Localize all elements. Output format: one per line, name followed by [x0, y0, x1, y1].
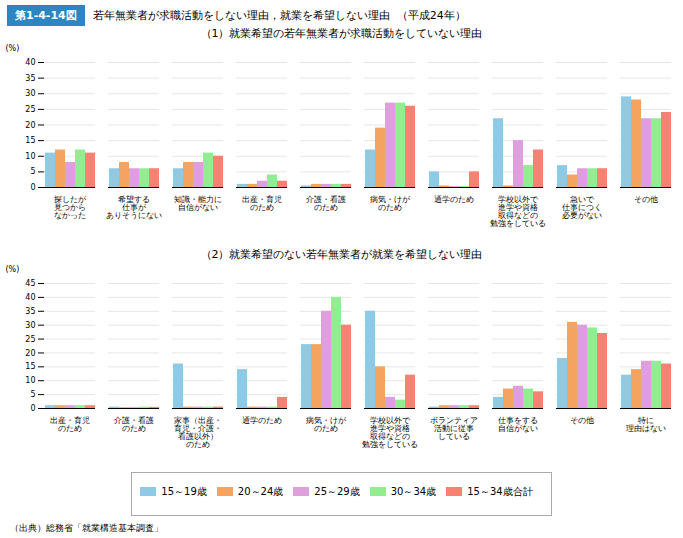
svg-text:通学のため: 通学のため [434, 195, 474, 204]
svg-text:0: 0 [30, 404, 35, 413]
svg-text:15: 15 [25, 136, 35, 145]
svg-text:35: 35 [25, 307, 35, 316]
svg-text:10: 10 [25, 376, 35, 385]
svg-text:(%): (%) [6, 265, 20, 274]
html-text:（2）就業希望のない若年無業者が就業を希望しない理由: （2）就業希望のない若年無業者が就業を希望しない理由 [200, 248, 483, 261]
svg-text:その他: その他 [634, 195, 658, 204]
html-text:第1-4-14図: 第1-4-14図 [15, 8, 77, 22]
svg-text:45: 45 [25, 279, 35, 288]
svg-text:30: 30 [25, 321, 35, 330]
svg-text:ボランティア活動に従事している: ボランティア活動に従事している [430, 416, 478, 441]
svg-text:出産・育児のため: 出産・育児のため [50, 416, 90, 433]
svg-text:学校以外で進学や資格取得などの勉強をしている: 学校以外で進学や資格取得などの勉強をしている [362, 416, 418, 449]
svg-text:40: 40 [25, 58, 35, 67]
svg-text:探したが見つからなかった: 探したが見つからなかった [54, 195, 87, 220]
svg-text:学校以外で進学や資格取得などの勉強をしている: 学校以外で進学や資格取得などの勉強をしている [490, 195, 546, 228]
svg-text:10: 10 [25, 152, 35, 161]
svg-text:病気・けがのため: 病気・けがのため [370, 195, 411, 212]
svg-text:希望する仕事がありそうにない: 希望する仕事がありそうにない [106, 195, 162, 220]
svg-text:35: 35 [25, 74, 35, 83]
svg-text:介護・看護のため: 介護・看護のため [306, 195, 346, 212]
svg-text:40: 40 [25, 293, 35, 302]
html-text:15～19歳: 15～19歳 [161, 485, 207, 497]
svg-text:仕事をする自信がない: 仕事をする自信がない [498, 416, 538, 433]
svg-text:20: 20 [25, 121, 35, 130]
svg-text:その他: その他 [570, 416, 594, 425]
html-text:20～24歳: 20～24歳 [237, 485, 284, 497]
svg-text:15: 15 [25, 362, 35, 371]
svg-text:30: 30 [25, 89, 35, 98]
html-text:（出典）総務省「就業構造基本調査」: （出典）総務省「就業構造基本調査」 [10, 523, 163, 533]
svg-text:0: 0 [30, 183, 35, 192]
html-text:25～29歳: 25～29歳 [314, 485, 360, 497]
svg-text:25: 25 [25, 105, 35, 114]
svg-text:介護・看護のため: 介護・看護のため [114, 416, 154, 433]
svg-text:急いで仕事につく必要がない: 急いで仕事につく必要がない [562, 195, 602, 220]
svg-text:病気・けがのため: 病気・けがのため [306, 416, 347, 433]
svg-text:20: 20 [25, 349, 35, 358]
svg-text:出産・育児のため: 出産・育児のため [242, 195, 282, 212]
svg-text:知識・能力に自信がない: 知識・能力に自信がない [174, 195, 222, 212]
svg-text:(%): (%) [6, 44, 20, 53]
html-text:（1）就業希望の若年無業者が求職活動をしていない理由: （1）就業希望の若年無業者が求職活動をしていない理由 [200, 27, 483, 40]
svg-text:家事（出産・育児・介護・看護以外）のため: 家事（出産・育児・介護・看護以外）のため [174, 416, 222, 449]
html-text:若年無業者が求職活動をしない理由，就業を希望しない理由 （平: 若年無業者が求職活動をしない理由，就業を希望しない理由 （平成24年） [92, 8, 466, 22]
html-text:30～34歳: 30～34歳 [390, 485, 437, 497]
svg-text:通学のため: 通学のため [242, 416, 282, 425]
svg-text:特に理由はない: 特に理由はない [626, 416, 666, 433]
svg-text:5: 5 [30, 167, 35, 176]
html-text:15～34歳合計: 15～34歳合計 [467, 485, 533, 497]
svg-text:25: 25 [25, 335, 35, 344]
svg-text:5: 5 [30, 390, 35, 399]
